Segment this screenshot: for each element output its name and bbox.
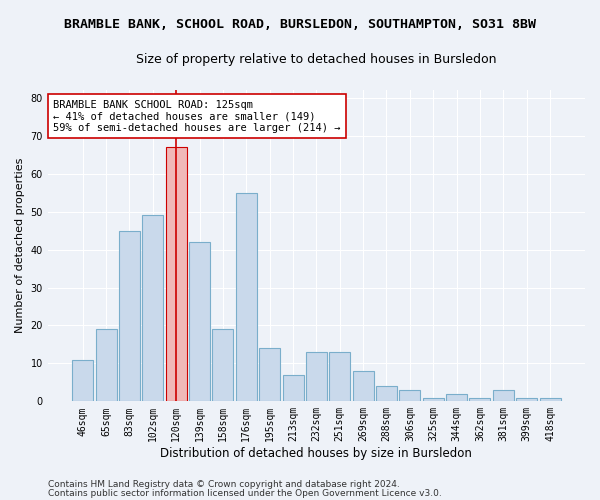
Bar <box>259 348 280 402</box>
Bar <box>539 398 560 402</box>
Bar <box>236 192 257 402</box>
Bar <box>72 360 93 402</box>
Bar <box>400 390 421 402</box>
Bar <box>516 398 537 402</box>
Bar <box>446 394 467 402</box>
Bar <box>493 390 514 402</box>
Text: Contains HM Land Registry data © Crown copyright and database right 2024.: Contains HM Land Registry data © Crown c… <box>48 480 400 489</box>
Bar <box>212 330 233 402</box>
Y-axis label: Number of detached properties: Number of detached properties <box>15 158 25 334</box>
Text: BRAMBLE BANK SCHOOL ROAD: 125sqm
← 41% of detached houses are smaller (149)
59% : BRAMBLE BANK SCHOOL ROAD: 125sqm ← 41% o… <box>53 100 341 133</box>
Bar <box>166 147 187 402</box>
Bar <box>119 230 140 402</box>
Text: BRAMBLE BANK, SCHOOL ROAD, BURSLEDON, SOUTHAMPTON, SO31 8BW: BRAMBLE BANK, SCHOOL ROAD, BURSLEDON, SO… <box>64 18 536 30</box>
Bar <box>469 398 490 402</box>
Bar <box>376 386 397 402</box>
Bar <box>329 352 350 402</box>
Bar <box>142 216 163 402</box>
Title: Size of property relative to detached houses in Bursledon: Size of property relative to detached ho… <box>136 52 497 66</box>
Text: Contains public sector information licensed under the Open Government Licence v3: Contains public sector information licen… <box>48 488 442 498</box>
Bar <box>423 398 444 402</box>
Bar <box>189 242 210 402</box>
Bar <box>283 375 304 402</box>
Bar <box>95 330 116 402</box>
X-axis label: Distribution of detached houses by size in Bursledon: Distribution of detached houses by size … <box>160 447 472 460</box>
Bar <box>353 371 374 402</box>
Bar <box>306 352 327 402</box>
